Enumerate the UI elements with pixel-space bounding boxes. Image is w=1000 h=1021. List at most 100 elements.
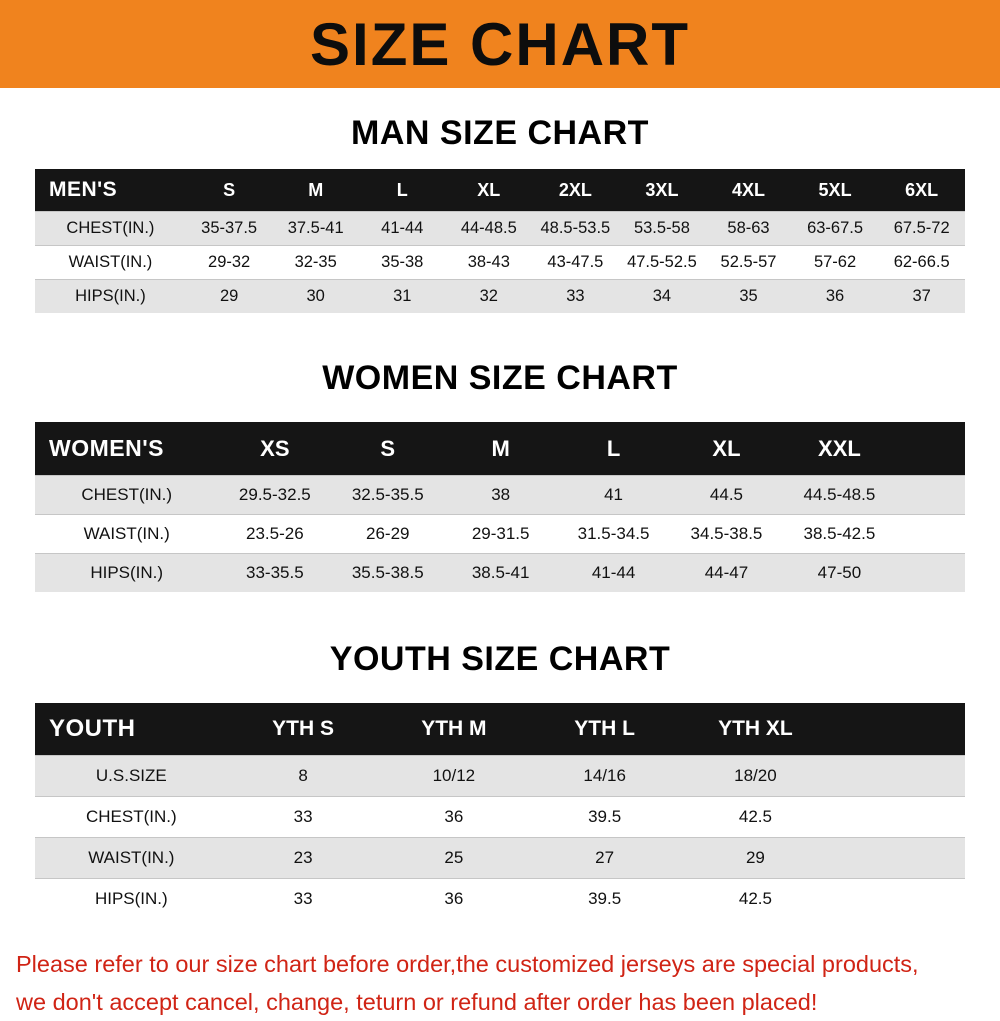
- row-label-cell: CHEST(IN.): [35, 796, 228, 838]
- table-row: HIPS(IN.) 29 30 31 32 33 34 35 36 37: [35, 279, 965, 313]
- row-label-cell: U.S.SIZE: [35, 755, 228, 797]
- data-cell: 8: [227, 755, 379, 797]
- data-cell: 38: [444, 475, 558, 515]
- table-header-row: YOUTH YTH S YTH M YTH L YTH XL: [35, 703, 965, 756]
- column-header-cell: L: [557, 422, 671, 476]
- column-header-cell: 3XL: [618, 169, 706, 212]
- data-cell: 38-43: [445, 245, 533, 280]
- data-cell: 35-37.5: [185, 211, 273, 246]
- column-header-cell: 4XL: [705, 169, 792, 212]
- data-cell: 32-35: [272, 245, 359, 280]
- column-header-cell: YTH XL: [680, 703, 831, 756]
- data-cell: 47.5-52.5: [618, 245, 706, 280]
- row-label-cell: WAIST(IN.): [35, 514, 219, 554]
- row-label-cell: HIPS(IN.): [35, 878, 228, 919]
- women-size-heading: WOMEN SIZE CHART: [322, 359, 678, 397]
- spacer-cell: [830, 878, 965, 919]
- data-cell: 41-44: [557, 553, 671, 592]
- data-cell: 33: [532, 279, 619, 313]
- column-header-cell: 6XL: [878, 169, 965, 212]
- women-size-table: WOMEN'S XS S M L XL XXL CHEST(IN.) 29.5-32.5 32.5…: [35, 422, 965, 592]
- spacer-cell: [895, 553, 965, 592]
- man-size-heading: MAN SIZE CHART: [351, 114, 649, 152]
- data-cell: 32: [445, 279, 533, 313]
- data-cell: 53.5-58: [618, 211, 706, 246]
- data-cell: 36: [378, 878, 530, 919]
- data-cell: 14/16: [529, 755, 681, 797]
- spacer-cell: [895, 475, 965, 515]
- data-cell: 44-47: [670, 553, 783, 592]
- spacer-cell: [830, 837, 965, 879]
- table-row: HIPS(IN.) 33-35.5 35.5-38.5 38.5-41 41-44 44-…: [35, 553, 965, 592]
- data-cell: 62-66.5: [878, 245, 965, 280]
- data-cell: 36: [791, 279, 879, 313]
- data-cell: 29: [185, 279, 273, 313]
- column-header-cell: XS: [218, 422, 332, 476]
- data-cell: 47-50: [782, 553, 896, 592]
- disclaimer-line-2: we don't accept cancel, change, teturn o…: [16, 989, 818, 1015]
- table-row: CHEST(IN.) 35-37.5 37.5-41 41-44 44-48.5 48.5…: [35, 211, 965, 246]
- row-label-cell: CHEST(IN.): [35, 211, 186, 246]
- man-size-section: MAN SIZE CHART MEN'S S M L XL 2XL 3XL 4XL 5XL 6XL…: [0, 88, 1000, 313]
- column-header-cell: S: [185, 169, 273, 212]
- table-row: CHEST(IN.) 29.5-32.5 32.5-35.5 38 41 44.5 44.5…: [35, 475, 965, 515]
- data-cell: 44.5: [670, 475, 783, 515]
- table-title-cell: WOMEN'S: [35, 422, 219, 476]
- data-cell: 36: [378, 796, 530, 838]
- data-cell: 34: [618, 279, 706, 313]
- data-cell: 33: [227, 796, 379, 838]
- data-cell: 23: [227, 837, 379, 879]
- data-cell: 42.5: [680, 878, 831, 919]
- data-cell: 29: [680, 837, 831, 879]
- banner-title: SIZE CHART: [310, 10, 690, 78]
- youth-size-table: YOUTH YTH S YTH M YTH L YTH XL U.S.SIZE 8 10/12…: [35, 703, 965, 919]
- data-cell: 48.5-53.5: [532, 211, 619, 246]
- table-row: WAIST(IN.) 23 25 27 29: [35, 837, 965, 879]
- data-cell: 44.5-48.5: [782, 475, 896, 515]
- data-cell: 26-29: [331, 514, 445, 554]
- youth-size-heading: YOUTH SIZE CHART: [329, 640, 671, 678]
- data-cell: 33: [227, 878, 379, 919]
- disclaimer-text: Please refer to our size chart before or…: [0, 945, 1000, 1021]
- column-header-cell: 5XL: [791, 169, 879, 212]
- data-cell: 10/12: [378, 755, 530, 797]
- table-row: U.S.SIZE 8 10/12 14/16 18/20: [35, 755, 965, 797]
- data-cell: 41: [557, 475, 671, 515]
- column-header-cell: YTH M: [378, 703, 530, 756]
- column-header-cell: XL: [670, 422, 783, 476]
- table-title-cell: MEN'S: [35, 169, 186, 212]
- data-cell: 27: [529, 837, 681, 879]
- column-header-cell: M: [444, 422, 558, 476]
- table-row: WAIST(IN.) 23.5-26 26-29 29-31.5 31.5-34.5 34…: [35, 514, 965, 554]
- data-cell: 30: [272, 279, 359, 313]
- table-header-row: WOMEN'S XS S M L XL XXL: [35, 422, 965, 476]
- data-cell: 35-38: [358, 245, 446, 280]
- row-label-cell: CHEST(IN.): [35, 475, 219, 515]
- column-header-cell: 2XL: [532, 169, 619, 212]
- man-size-table: MEN'S S M L XL 2XL 3XL 4XL 5XL 6XL CHEST(IN.) 35-37…: [35, 169, 965, 313]
- data-cell: 44-48.5: [445, 211, 533, 246]
- data-cell: 35: [705, 279, 792, 313]
- row-label-cell: WAIST(IN.): [35, 245, 186, 280]
- row-label-cell: HIPS(IN.): [35, 553, 219, 592]
- youth-size-section: YOUTH SIZE CHART YOUTH YTH S YTH M YTH L YTH…: [0, 592, 1000, 919]
- spacer-cell: [895, 514, 965, 554]
- table-row: HIPS(IN.) 33 36 39.5 42.5: [35, 878, 965, 919]
- data-cell: 58-63: [705, 211, 792, 246]
- data-cell: 23.5-26: [218, 514, 332, 554]
- spacer-cell: [895, 422, 965, 476]
- data-cell: 31.5-34.5: [557, 514, 671, 554]
- data-cell: 42.5: [680, 796, 831, 838]
- table-row: CHEST(IN.) 33 36 39.5 42.5: [35, 796, 965, 838]
- column-header-cell: XL: [445, 169, 533, 212]
- data-cell: 63-67.5: [791, 211, 879, 246]
- spacer-cell: [830, 755, 965, 797]
- disclaimer-line-1: Please refer to our size chart before or…: [16, 951, 919, 977]
- column-header-cell: YTH L: [529, 703, 681, 756]
- size-chart-banner: SIZE CHART: [0, 0, 1000, 88]
- row-label-cell: HIPS(IN.): [35, 279, 186, 313]
- data-cell: 29-31.5: [444, 514, 558, 554]
- data-cell: 39.5: [529, 878, 681, 919]
- data-cell: 29-32: [185, 245, 273, 280]
- column-header-cell: L: [358, 169, 446, 212]
